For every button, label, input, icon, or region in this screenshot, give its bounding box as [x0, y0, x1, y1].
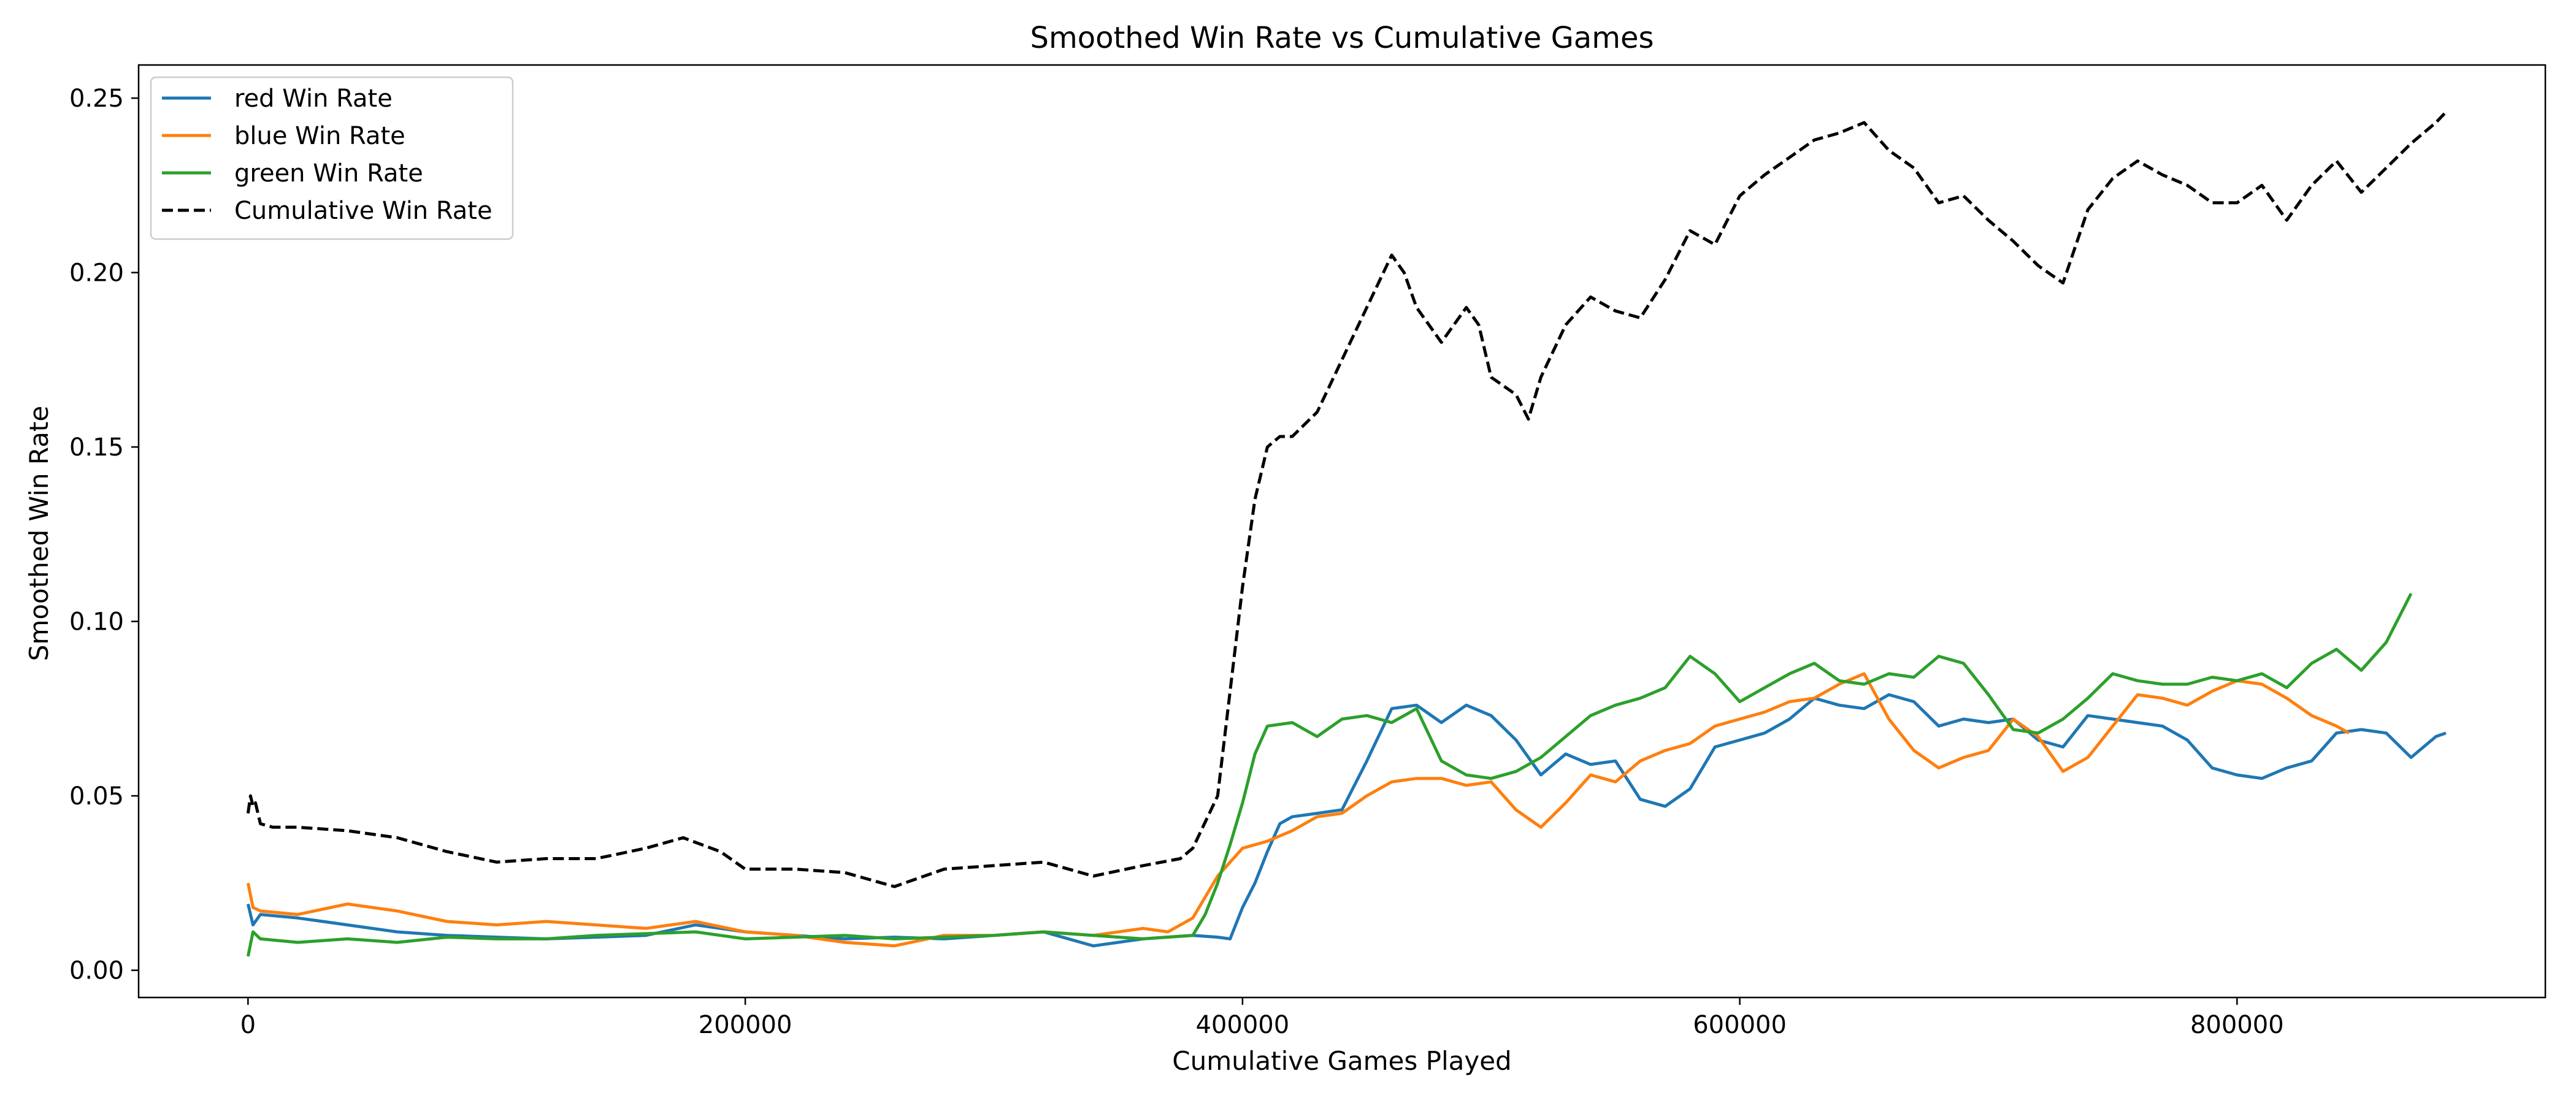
y-tick-label-4: 0.20 [69, 259, 124, 288]
chart-title: Smoothed Win Rate vs Cumulative Games [1030, 21, 1654, 55]
y-axis-label: Smoothed Win Rate [24, 406, 54, 661]
y-tick-label-1: 0.05 [69, 782, 124, 810]
y-tick-label-0: 0.00 [69, 957, 124, 985]
legend-label-2: green Win Rate [234, 159, 423, 188]
x-tick-label-3: 600000 [1693, 1011, 1787, 1039]
x-tick-label-2: 400000 [1195, 1011, 1289, 1039]
y-tick-label-5: 0.25 [69, 85, 124, 113]
legend-label-0: red Win Rate [234, 85, 393, 113]
x-tick-label-4: 800000 [2190, 1011, 2284, 1039]
x-tick-label-1: 200000 [699, 1011, 792, 1039]
x-tick-label-0: 0 [240, 1011, 256, 1039]
y-tick-label-2: 0.10 [69, 608, 124, 636]
legend-label-1: blue Win Rate [234, 122, 405, 150]
y-tick-label-3: 0.15 [69, 433, 124, 462]
legend-label-3: Cumulative Win Rate [234, 197, 493, 225]
x-axis-label: Cumulative Games Played [1172, 1046, 1511, 1076]
legend: red Win Rate blue Win Rate green Win Rate C… [151, 77, 513, 239]
